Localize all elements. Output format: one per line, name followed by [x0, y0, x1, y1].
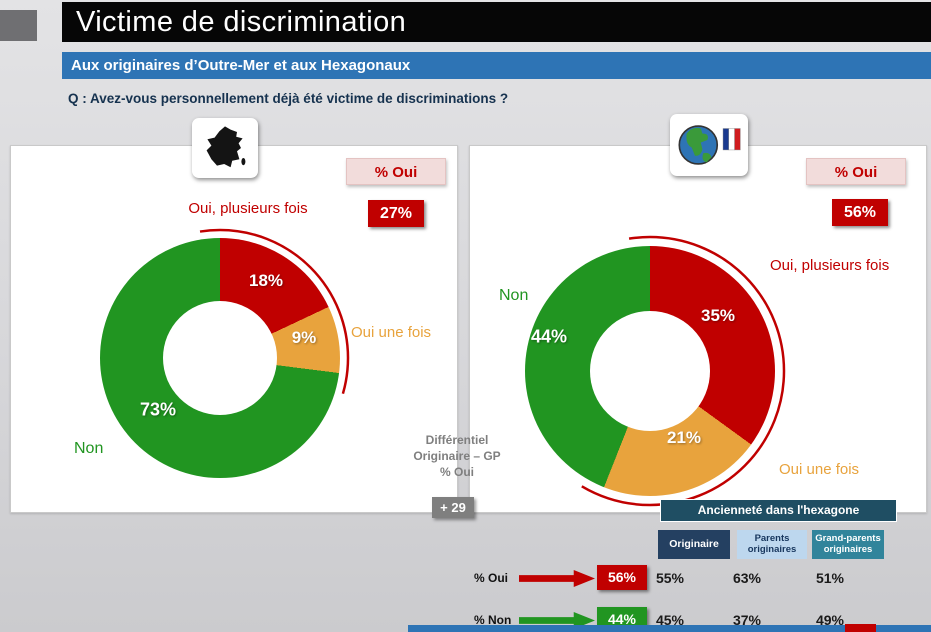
page-title: Victime de discrimination: [76, 6, 407, 38]
pct-oui-value-left: 27%: [368, 200, 424, 227]
table-value-oui-grand-parents: 51%: [815, 570, 845, 586]
table-title: Ancienneté dans l'hexagone: [660, 499, 897, 522]
donut-left-value-non: 73%: [139, 399, 177, 420]
donut-right-value-non: 44%: [530, 326, 568, 347]
donut-right-value-unefois: 21%: [666, 428, 702, 447]
donut-chart-right: [525, 246, 775, 496]
table-value-oui-parents: 63%: [732, 570, 762, 586]
diff-line3: % Oui: [439, 465, 474, 479]
donut-right-value-plusieurs: 35%: [700, 306, 736, 325]
table-value-non-originaire: 45%: [655, 612, 685, 628]
french-flag: [722, 128, 741, 151]
title-bar: Victime de discrimination: [62, 2, 931, 42]
question-text: Q : Avez-vous personnellement déjà été v…: [68, 91, 509, 106]
donut-hole-right: [590, 311, 710, 431]
pct-oui-value-right: 56%: [832, 199, 888, 226]
table-value-oui-originaire: 55%: [655, 570, 685, 586]
column-header-grand-parents: Grand-parents originaires: [812, 530, 884, 559]
france-silhouette: [206, 126, 246, 168]
donut-chart-left: [100, 238, 340, 478]
column-header-parents: Parents originaires: [737, 530, 807, 559]
donut-right-label-unefois: Oui une fois: [779, 461, 860, 478]
donut-left-value-unefois: 9%: [291, 328, 317, 347]
corner-decoration: [0, 10, 37, 41]
row-total-oui: 56%: [597, 565, 647, 590]
column-header-originaire: Originaire: [658, 530, 730, 559]
diff-line1: Différentiel: [425, 433, 489, 447]
subtitle-bar: Aux originaires d’Outre-Mer et aux Hexag…: [62, 52, 931, 79]
bottom-blue-strip: [408, 625, 931, 632]
donut-left-label-non: Non: [74, 440, 104, 457]
diff-line2: Originaire – GP: [413, 449, 501, 463]
cutoff-red-box: [845, 624, 876, 632]
pct-oui-label-left: % Oui: [346, 158, 446, 185]
table-value-non-parents: 37%: [732, 612, 762, 628]
donut-right-label-non: Non: [499, 287, 529, 304]
donut-left-label-plusieurs: Oui, plusieurs fois: [188, 200, 308, 217]
table-value-non-grand-parents: 49%: [815, 612, 845, 628]
donut-left-value-plusieurs: 18%: [248, 271, 284, 290]
row-label-oui: % Oui: [474, 571, 509, 585]
subtitle-text: Aux originaires d’Outre-Mer et aux Hexag…: [71, 57, 411, 74]
oui-arc-right: [514, 235, 786, 507]
differential-value: + 29: [432, 497, 474, 518]
red-arrow-icon: [519, 570, 595, 587]
differential-label: Différentiel Originaire – GP % Oui: [398, 432, 516, 480]
donut-left-label-unefois: Oui une fois: [351, 324, 432, 341]
globe-flag-icon: [670, 114, 748, 176]
oui-arc-left: [90, 228, 350, 488]
pct-oui-label-right: % Oui: [806, 158, 906, 185]
donut-right-label-plusieurs: Oui, plusieurs fois: [770, 257, 890, 274]
row-label-non: % Non: [474, 613, 512, 627]
globe-graphic: [678, 125, 741, 165]
donut-hole-left: [163, 301, 277, 415]
france-map-icon: [192, 118, 258, 178]
